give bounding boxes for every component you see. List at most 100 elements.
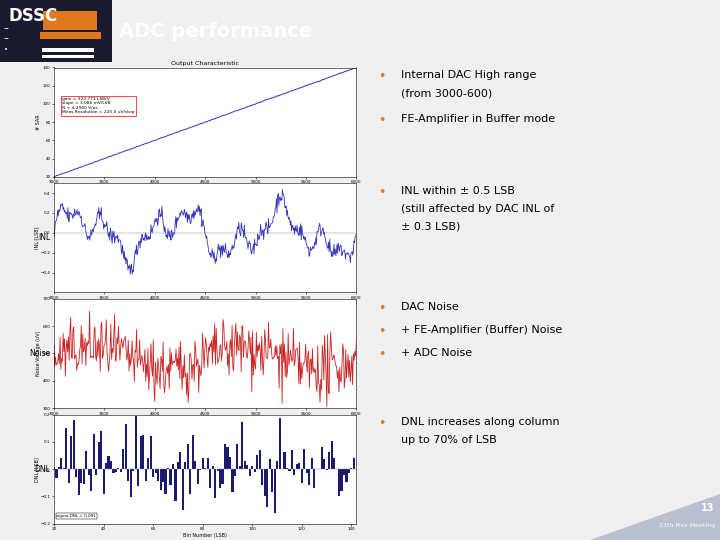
- Bar: [0, 0, 112, 62]
- Bar: [241, 422, 243, 469]
- Bar: [125, 424, 127, 469]
- Text: •: •: [378, 417, 385, 430]
- Bar: [348, 469, 350, 473]
- Bar: [323, 460, 325, 469]
- X-axis label: DAC number: DAC number: [189, 417, 221, 422]
- Y-axis label: INL [LSB]: INL [LSB]: [34, 227, 39, 249]
- Text: DSSC: DSSC: [9, 8, 58, 25]
- Polygon shape: [590, 494, 720, 540]
- Bar: [284, 452, 286, 469]
- X-axis label: Bin Number (LSB): Bin Number (LSB): [184, 532, 227, 538]
- Y-axis label: DNL [LSB]: DNL [LSB]: [34, 457, 39, 482]
- Bar: [78, 469, 80, 495]
- Text: up to 70% of LSB: up to 70% of LSB: [401, 435, 497, 445]
- Bar: [120, 469, 122, 472]
- Bar: [256, 455, 258, 469]
- Bar: [343, 469, 345, 475]
- Bar: [207, 458, 209, 469]
- Bar: [138, 469, 140, 485]
- Bar: [251, 467, 253, 469]
- Text: •: •: [378, 348, 385, 361]
- Bar: [353, 458, 355, 469]
- Text: –: –: [4, 23, 9, 33]
- Bar: [174, 469, 176, 501]
- Bar: [90, 469, 92, 491]
- Bar: [269, 459, 271, 469]
- Bar: [71, 436, 73, 469]
- Text: •: •: [378, 70, 385, 83]
- Bar: [115, 469, 117, 472]
- Bar: [303, 449, 305, 469]
- Bar: [112, 469, 114, 473]
- Bar: [164, 469, 166, 494]
- Text: + FE-Amplifier (Buffer) Noise: + FE-Amplifier (Buffer) Noise: [401, 325, 562, 335]
- Bar: [311, 458, 312, 469]
- Bar: [88, 469, 90, 475]
- Bar: [194, 461, 197, 469]
- Bar: [60, 458, 63, 469]
- Bar: [53, 467, 55, 469]
- Text: Internal DAC High range: Internal DAC High range: [401, 70, 536, 80]
- Bar: [296, 464, 298, 469]
- Bar: [199, 469, 202, 470]
- Bar: [189, 469, 192, 494]
- Bar: [127, 469, 130, 481]
- Text: •: •: [4, 46, 8, 53]
- Bar: [42, 49, 94, 52]
- Bar: [110, 461, 112, 469]
- Text: Noise: Noise: [29, 349, 50, 358]
- Text: •: •: [378, 301, 385, 315]
- Bar: [105, 463, 107, 469]
- Bar: [258, 450, 261, 469]
- Bar: [142, 435, 144, 469]
- Bar: [222, 469, 224, 484]
- Bar: [98, 442, 99, 469]
- Bar: [80, 469, 82, 483]
- Bar: [276, 461, 278, 469]
- Bar: [160, 469, 161, 490]
- Bar: [301, 469, 303, 483]
- Bar: [308, 469, 310, 485]
- Bar: [169, 469, 171, 485]
- Bar: [328, 453, 330, 469]
- Text: •: •: [378, 114, 385, 127]
- Bar: [100, 431, 102, 469]
- Bar: [249, 469, 251, 476]
- Text: 13th Pisa Meeting: 13th Pisa Meeting: [659, 523, 715, 528]
- Text: (from 3000-600): (from 3000-600): [401, 88, 492, 98]
- Bar: [155, 469, 157, 474]
- Bar: [197, 469, 199, 484]
- Bar: [224, 444, 226, 469]
- Bar: [58, 467, 60, 469]
- Bar: [274, 469, 276, 514]
- Bar: [209, 469, 211, 488]
- Bar: [217, 469, 219, 471]
- Bar: [147, 457, 149, 469]
- Bar: [130, 469, 132, 497]
- Bar: [122, 449, 125, 469]
- Bar: [279, 418, 281, 469]
- Bar: [298, 463, 300, 469]
- Bar: [239, 467, 241, 469]
- Bar: [333, 458, 335, 469]
- Bar: [286, 468, 288, 469]
- Bar: [293, 469, 295, 475]
- Bar: [204, 468, 206, 469]
- Bar: [117, 468, 120, 469]
- Text: DAC Noise: DAC Noise: [401, 301, 459, 312]
- Bar: [236, 444, 238, 469]
- Bar: [338, 469, 340, 496]
- Bar: [177, 462, 179, 469]
- Bar: [192, 435, 194, 469]
- Bar: [330, 441, 333, 469]
- Bar: [40, 32, 101, 38]
- Bar: [42, 55, 94, 58]
- Bar: [95, 469, 97, 475]
- Bar: [162, 469, 164, 482]
- Text: •: •: [378, 325, 385, 338]
- Bar: [43, 11, 97, 30]
- Bar: [150, 436, 152, 469]
- Title: Output Characteristic: Output Characteristic: [171, 62, 239, 66]
- Bar: [107, 456, 109, 469]
- Bar: [184, 462, 186, 469]
